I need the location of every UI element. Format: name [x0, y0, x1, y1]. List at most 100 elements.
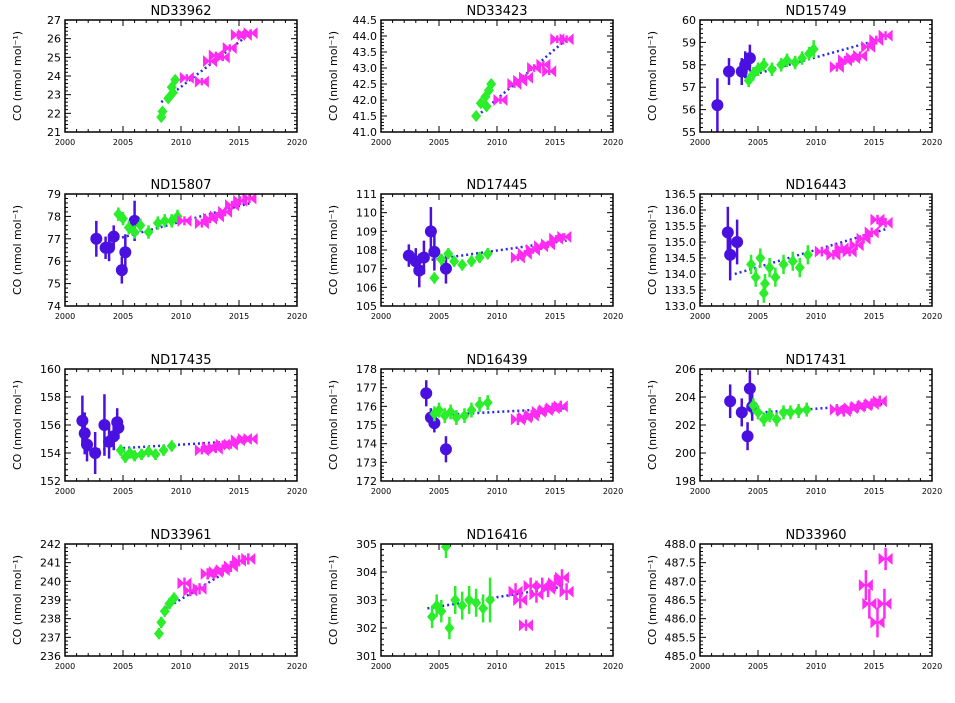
y-tick-label: 238 — [40, 613, 61, 626]
panel-title: ND17445 — [466, 178, 527, 193]
x-tick-label: 2005 — [429, 487, 449, 496]
x-tick-label: 2000 — [371, 138, 391, 147]
data-point-bowtie-left — [534, 240, 542, 253]
data-point-diamond — [782, 54, 792, 67]
data-point-diamond — [170, 73, 181, 86]
data-point-bowtie-left — [557, 230, 565, 243]
y-tick-label: 302 — [356, 622, 377, 635]
data-point-diamond — [474, 251, 485, 264]
x-tick-label: 2005 — [748, 662, 768, 671]
data-point-bowtie-left — [215, 564, 223, 577]
y-tick-label: 303 — [356, 594, 377, 607]
y-tick-label: 160 — [40, 363, 61, 376]
data-point-bowtie-left — [834, 242, 842, 255]
data-point-bowtie-right — [549, 65, 557, 78]
data-point-diamond — [429, 272, 440, 284]
x-tick-label: 2015 — [545, 487, 565, 496]
data-point-diamond — [802, 248, 813, 261]
plot-frame — [380, 368, 614, 482]
y-tick-label: 74 — [47, 300, 61, 313]
data-point-bowtie-left — [194, 444, 202, 457]
data-point-diamond — [808, 43, 819, 56]
y-tick-label: 136.5 — [665, 188, 697, 201]
data-point-diamond — [135, 219, 146, 232]
data-point-bowtie-right — [186, 71, 194, 84]
x-tick-label: 2015 — [545, 138, 565, 147]
x-tick-label: 2010 — [806, 138, 826, 147]
data-point-diamond — [787, 255, 798, 268]
x-tick-label: 2015 — [864, 487, 884, 496]
data-point-diamond — [150, 448, 161, 461]
x-tick-label: 2000 — [690, 487, 710, 496]
y-axis-label: CO (nmol mol⁻¹) — [327, 555, 340, 645]
data-point-diamond — [778, 258, 789, 271]
plot-area — [724, 370, 887, 451]
data-point-bowtie-left — [513, 74, 521, 87]
data-point-bowtie-right — [561, 571, 569, 584]
plot-area — [427, 544, 574, 640]
data-point-diamond — [481, 100, 492, 113]
data-point-bowtie-left — [241, 552, 249, 565]
panel-title: ND17435 — [150, 353, 211, 368]
data-point-bowtie-left — [517, 247, 525, 260]
data-point-bowtie-left — [203, 55, 210, 68]
x-tick-label: 2005 — [429, 138, 449, 147]
data-point-diamond — [457, 599, 468, 612]
chart-panel: ND17431 2000 2005 2010 2015 2020 198 200 202 204 2… — [646, 353, 942, 496]
data-point-bowtie-right — [865, 579, 873, 592]
data-point-bowtie-left — [223, 560, 231, 573]
trend-line — [427, 584, 567, 610]
x-tick-label: 2000 — [371, 312, 391, 321]
data-point-bowtie-left — [513, 594, 521, 606]
x-tick-label: 2020 — [287, 312, 307, 321]
data-point-bowtie-left — [829, 61, 837, 74]
data-point-diamond — [443, 247, 454, 260]
data-point-bowtie-left — [861, 40, 869, 53]
chart-panel: ND33962 2000 2005 2010 2015 2020 21 22 23 24 25 26 2… — [11, 4, 307, 147]
data-point-bowtie-left — [869, 34, 877, 47]
data-point-circle — [89, 447, 102, 459]
data-point-bowtie-right — [500, 94, 508, 106]
y-tick-label: 107 — [356, 263, 377, 276]
data-point-bowtie-left — [862, 597, 870, 610]
data-point-bowtie-right — [566, 33, 574, 46]
y-tick-label: 301 — [356, 650, 377, 663]
x-tick-label: 2005 — [113, 662, 133, 671]
y-tick-label: 485.0 — [665, 650, 697, 663]
data-point-bowtie-left — [864, 398, 872, 410]
plot-area — [153, 552, 256, 640]
data-point-diamond — [482, 247, 493, 260]
data-point-bowtie-left — [536, 58, 544, 71]
data-point-bowtie-left — [493, 94, 501, 106]
y-tick-label: 105 — [356, 300, 377, 313]
data-point-bowtie-right — [560, 400, 568, 413]
chart-panel: ND16416 2000 2005 2010 2015 2020 301 302 303 304 3… — [327, 528, 623, 671]
y-tick-label: 304 — [356, 566, 377, 579]
y-axis-label: CO (nmol mol⁻¹) — [11, 205, 24, 295]
data-point-bowtie-right — [868, 40, 876, 53]
data-point-diamond — [444, 622, 455, 634]
chart-panel: ND17435 2000 2005 2010 2015 2020 152 154 156 158 1… — [11, 353, 307, 496]
data-point-bowtie-left — [215, 438, 223, 451]
y-tick-label: 175 — [356, 419, 377, 432]
y-tick-label: 43.5 — [353, 46, 378, 59]
x-tick-label: 2000 — [690, 312, 710, 321]
data-point-bowtie-right — [566, 585, 574, 598]
x-tick-label: 2010 — [806, 487, 826, 496]
panel-title: ND33423 — [466, 4, 527, 19]
data-point-bowtie-right — [833, 248, 841, 261]
data-point-bowtie-left — [545, 402, 553, 415]
data-point-diamond — [457, 258, 468, 271]
data-point-bowtie-left — [525, 244, 533, 256]
x-tick-label: 2020 — [287, 662, 307, 671]
data-point-bowtie-left — [878, 552, 886, 565]
data-point-bowtie-right — [856, 239, 864, 252]
data-point-diamond — [797, 52, 808, 65]
chart-panel: ND33423 2000 2005 2010 2015 2020 41.0 41.5 42.0 4… — [327, 4, 623, 147]
data-point-bowtie-right — [249, 194, 257, 205]
y-tick-label: 242 — [40, 538, 61, 551]
data-point-bowtie-left — [843, 402, 851, 415]
data-point-bowtie-left — [872, 395, 880, 408]
data-point-bowtie-right — [222, 51, 230, 64]
data-point-bowtie-right — [199, 582, 207, 595]
